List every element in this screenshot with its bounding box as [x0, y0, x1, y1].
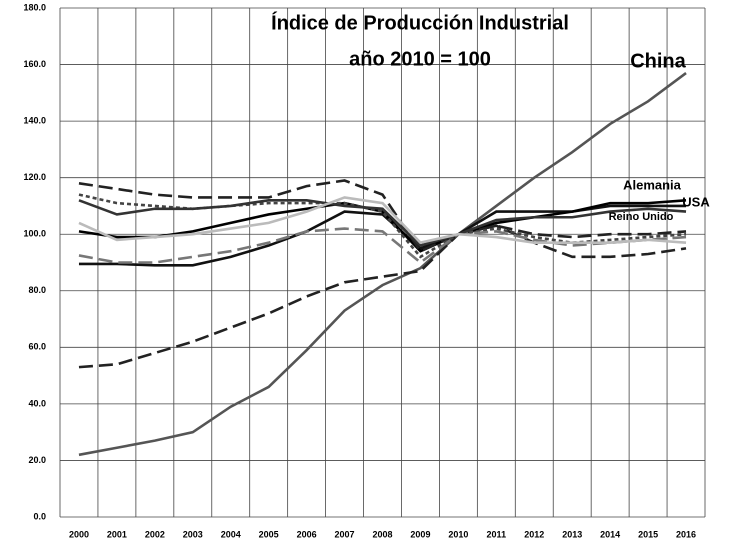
- series-line: [78, 198, 687, 253]
- x-tick-label: 2010: [448, 529, 468, 539]
- x-tick-label: 2009: [410, 529, 430, 539]
- series-label: Alemania: [623, 177, 682, 192]
- y-tick-label: 20.0: [28, 455, 46, 465]
- x-tick-label: 2016: [676, 529, 696, 539]
- x-tick-label: 2006: [297, 529, 317, 539]
- series-line: [78, 224, 687, 369]
- series-line: [78, 227, 687, 265]
- y-tick-label: 140.0: [23, 115, 46, 125]
- series-label: China: [630, 50, 686, 72]
- x-tick-label: 2014: [600, 529, 620, 539]
- series-label: USA: [682, 194, 710, 209]
- y-tick-label: 120.0: [23, 172, 46, 182]
- series-label: Reino Unido: [609, 211, 674, 223]
- chart-title: Índice de Producción Industrial: [271, 11, 569, 34]
- x-tick-label: 2012: [524, 529, 544, 539]
- y-tick-label: 80.0: [28, 285, 46, 295]
- x-tick-label: 2002: [145, 529, 165, 539]
- x-tick-label: 2011: [487, 529, 507, 539]
- x-tick-label: 2013: [562, 529, 582, 539]
- x-tick-label: 2005: [259, 529, 279, 539]
- x-tick-label: 2007: [335, 529, 355, 539]
- y-tick-label: 60.0: [28, 342, 46, 352]
- chart-subtitle: año 2010 = 100: [349, 48, 491, 70]
- y-tick-label: 180.0: [23, 2, 46, 12]
- series-line: [78, 196, 687, 245]
- x-tick-label: 2004: [221, 529, 241, 539]
- x-tick-label: 2001: [107, 529, 127, 539]
- y-tick-label: 40.0: [28, 398, 46, 408]
- series-line: [78, 71, 687, 457]
- y-tick-label: 100.0: [23, 229, 46, 239]
- y-tick-label: 0.0: [33, 511, 46, 521]
- x-tick-label: 2015: [638, 529, 658, 539]
- x-tick-label: 2008: [372, 529, 392, 539]
- x-tick-label: 2000: [69, 529, 89, 539]
- series-line: [78, 198, 687, 247]
- x-tick-label: 2003: [183, 529, 203, 539]
- y-tick-label: 160.0: [23, 59, 46, 69]
- series-line: [78, 179, 687, 253]
